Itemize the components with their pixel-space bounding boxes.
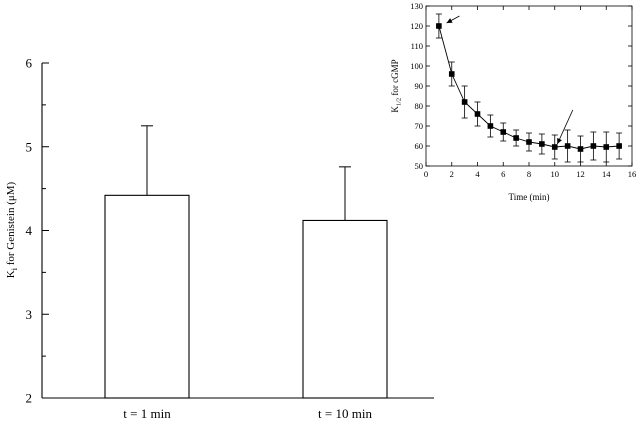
bar — [104, 194, 190, 399]
inset-y-tick-label: 100 — [410, 61, 423, 71]
inset-x-axis-label: Time (min) — [509, 192, 550, 202]
inset-x-ticks: 0 2 4 6 8 10 12 14 16 — [424, 6, 636, 179]
inset-x-tick-label: 10 — [551, 169, 560, 179]
inset-x-tick-label: 6 — [501, 169, 505, 179]
main-bars — [104, 125, 388, 399]
main-y-tick-label: 6 — [26, 56, 33, 71]
inset-y-tick-label: 130 — [410, 1, 423, 11]
inset-points — [436, 23, 622, 152]
x-tick-label: t = 10 min — [318, 406, 372, 421]
main-y-label-rest: for Genistein (μM) — [5, 181, 17, 268]
inset-y-label-sub: 1/2 — [396, 98, 403, 106]
inset-arrow-shaft — [556, 109, 574, 145]
main-y-label-sub: i — [10, 267, 19, 270]
main-y-tick-label: 2 — [26, 391, 33, 406]
inset-y-tick-label: 110 — [411, 41, 423, 51]
inset-x-tick-label: 4 — [475, 169, 480, 179]
inset-x-tick-label: 14 — [602, 169, 611, 179]
inset-y-tick-label: 70 — [415, 121, 424, 131]
inset-y-tick-label: 50 — [415, 161, 424, 171]
inset-data-point — [616, 143, 622, 149]
main-y-tick-label: 5 — [26, 139, 33, 154]
inset-data-point — [539, 141, 545, 147]
bar-chart: 2 3 4 5 6 t = 1 min t = 10 min Ki for Geniste… — [5, 56, 434, 421]
inset-data-point — [500, 129, 507, 135]
inset-data-point — [474, 111, 481, 117]
inset-arrows — [446, 15, 574, 145]
inset-data-point — [461, 99, 468, 105]
main-y-axis-label: Ki for Genistein (μM) — [5, 181, 19, 278]
inset-x-tick-label: 12 — [576, 169, 585, 179]
inset-data-point — [590, 143, 597, 149]
inset-data-point — [448, 71, 455, 77]
inset-data-point — [487, 123, 494, 129]
inset-y-tick-label: 60 — [415, 141, 424, 151]
inset-arrow-head — [557, 138, 562, 144]
inset-data-point — [436, 23, 442, 29]
inset-line-chart: 50 60 70 80 90 100 110 120 130 0 2 4 6 8 10 12 14 16 Tim… — [390, 1, 636, 202]
inset-x-tick-label: 16 — [628, 169, 637, 179]
inset-y-tick-label: 120 — [410, 21, 423, 31]
inset-data-point — [603, 144, 610, 150]
inset-y-tick-label: 80 — [415, 101, 424, 111]
inset-data-point — [577, 146, 584, 152]
inset-series-line — [438, 25, 620, 150]
main-y-tick-label: 4 — [26, 223, 33, 238]
main-y-tick-label: 3 — [26, 307, 33, 322]
inset-y-tick-label: 90 — [415, 81, 424, 91]
main-y-label-main: K — [5, 270, 17, 278]
inset-data-point — [564, 143, 571, 149]
inset-data-point — [551, 144, 558, 150]
inset-arrow-head — [446, 18, 453, 23]
inset-x-tick-label: 2 — [450, 169, 454, 179]
main-y-ticks: 2 3 4 5 6 — [26, 56, 49, 406]
inset-x-tick-label: 8 — [527, 169, 531, 179]
inset-data-point — [526, 139, 532, 145]
main-x-tick-labels: t = 1 min t = 10 min — [123, 406, 372, 421]
bar — [302, 219, 388, 399]
inset-x-tick-label: 0 — [424, 169, 428, 179]
inset-y-label-rest: for cGMP — [390, 59, 400, 98]
inset-y-ticks: 50 60 70 80 90 100 110 120 130 — [410, 1, 632, 171]
x-tick-label: t = 1 min — [123, 406, 171, 421]
inset-y-axis-label: K1/2 for cGMP — [390, 59, 403, 112]
inset-data-point — [513, 135, 519, 141]
inset-y-label-main: K — [390, 106, 400, 113]
